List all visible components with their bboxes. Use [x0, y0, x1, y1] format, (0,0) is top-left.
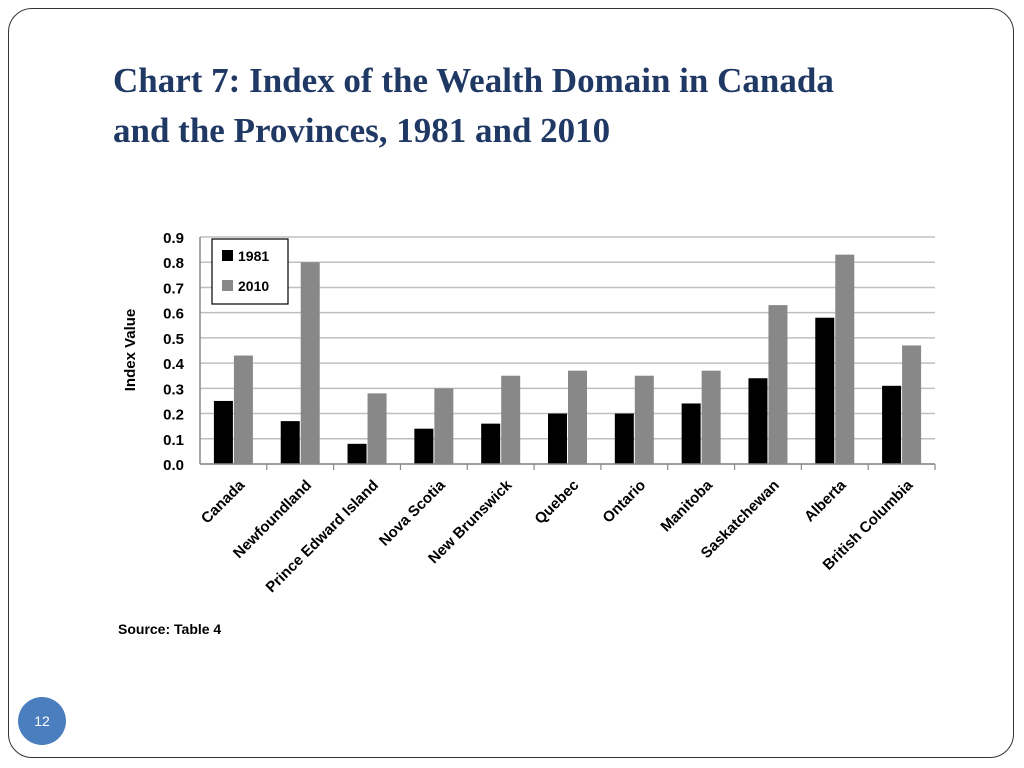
y-tick-label: 0.9 [163, 230, 184, 247]
bar-1981-ontario [614, 413, 634, 464]
bar-1981-prince-edward-island [347, 443, 367, 464]
bar-2010-canada [233, 355, 253, 464]
x-category-label: Alberta [801, 476, 850, 525]
y-tick-label: 0.7 [163, 280, 184, 297]
bar-2010-british-columbia [902, 345, 922, 464]
slide-title: Chart 7: Index of the Wealth Domain in C… [113, 56, 973, 156]
bar-2010-newfoundland [300, 262, 320, 464]
bar-1981-british-columbia [882, 385, 902, 464]
x-category-label: Quebec [531, 477, 582, 528]
bar-1981-alberta [815, 317, 835, 464]
y-tick-label: 0.6 [163, 306, 184, 323]
y-tick-label: 0.5 [163, 331, 184, 348]
bar-2010-quebec [568, 370, 587, 464]
bar-1981-quebec [548, 413, 567, 464]
y-tick-label: 0.2 [163, 407, 184, 424]
page-number-badge: 12 [18, 697, 66, 745]
bar-2010-alberta [835, 254, 855, 464]
bar-1981-manitoba [681, 403, 701, 464]
y-tick-label: 0.4 [163, 356, 185, 373]
bar-2010-ontario [634, 375, 654, 464]
legend-box [211, 238, 289, 305]
x-category-label: Prince Edward Island [263, 477, 382, 596]
legend-label-2010: 2010 [238, 278, 269, 294]
y-axis-title: Index Value [122, 309, 139, 392]
bar-1981-saskatchewan [748, 378, 768, 464]
bar-2010-new-brunswick [501, 375, 521, 464]
x-category-label: Canada [198, 476, 249, 527]
legend: 1981 2010 [211, 238, 289, 305]
legend-swatch-2010 [222, 280, 233, 291]
bar-1981-nova-scotia [414, 428, 434, 464]
source-note: Source: Table 4 [118, 621, 221, 637]
bar-2010-manitoba [701, 370, 721, 464]
x-category-label: Manitoba [657, 476, 716, 535]
legend-swatch-1981 [222, 250, 233, 261]
slide-title-line-2: and the Provinces, 1981 and 2010 [113, 111, 611, 150]
bar-1981-canada [213, 400, 233, 464]
bar-2010-nova-scotia [434, 388, 454, 464]
bars [213, 254, 922, 464]
slide-title-line-1: Chart 7: Index of the Wealth Domain in C… [113, 61, 834, 100]
y-tick-label: 0.8 [163, 255, 184, 272]
x-category-label: Nova Scotia [376, 476, 449, 549]
legend-label-1981: 1981 [238, 248, 269, 264]
x-category-label: Ontario [599, 477, 649, 527]
y-tick-label: 0.0 [163, 457, 184, 474]
bar-1981-newfoundland [280, 421, 300, 464]
y-tick-label: 0.3 [163, 381, 184, 398]
bar-1981-new-brunswick [481, 423, 501, 464]
bar-2010-saskatchewan [768, 305, 788, 464]
y-tick-label: 0.1 [163, 432, 184, 449]
bar-2010-prince-edward-island [367, 393, 387, 464]
